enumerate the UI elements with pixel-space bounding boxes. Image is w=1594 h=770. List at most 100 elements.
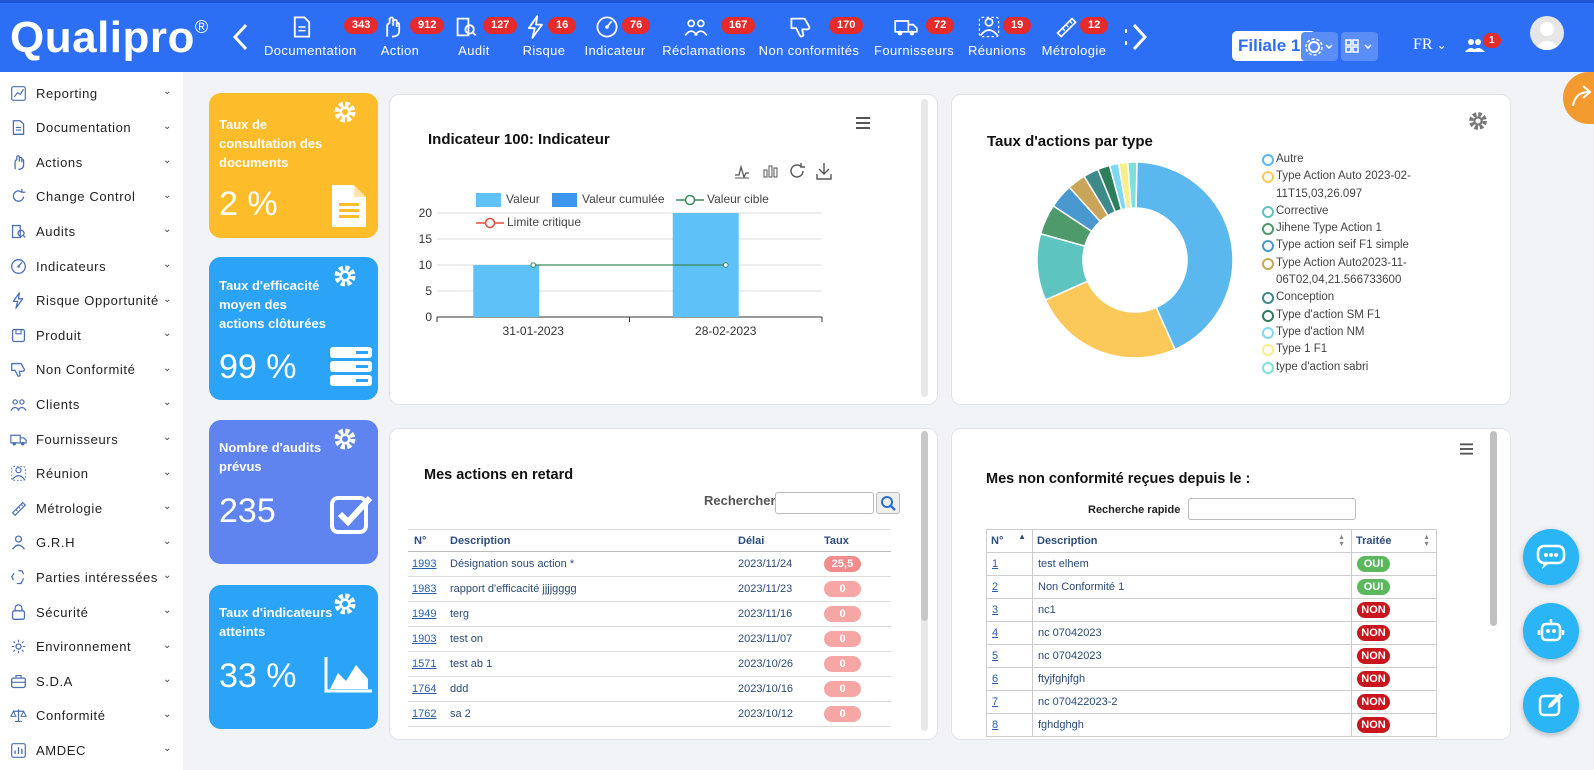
- action-number-link[interactable]: 1571: [408, 651, 450, 677]
- pie-legend-item[interactable]: Jihene Type Action 1: [1262, 220, 1412, 237]
- bot-button[interactable]: [1523, 603, 1579, 659]
- table-row[interactable]: 1949 terg 2023/11/16 0: [408, 601, 891, 627]
- sidebar-item-sécurité[interactable]: Sécurité ⌄: [0, 597, 183, 627]
- col-description[interactable]: Description ▲ ▼: [1032, 529, 1352, 553]
- sidebar-item-documentation[interactable]: Documentation ⌄: [0, 113, 183, 143]
- nc-number-link[interactable]: 2: [986, 575, 1033, 599]
- sidebar-item-change-control[interactable]: Change Control ⌄: [0, 182, 183, 212]
- table-row[interactable]: 1762 sa 2 2023/10/12 0: [408, 701, 891, 727]
- late-actions-scrollbar[interactable]: [921, 431, 928, 621]
- sidebar-item-indicateurs[interactable]: Indicateurs ⌄: [0, 251, 183, 281]
- pie-legend-item[interactable]: Type d'action SM F1: [1262, 307, 1412, 324]
- col-delai[interactable]: Délai: [738, 529, 824, 552]
- table-row[interactable]: 1764 ddd 2023/10/16 0: [408, 676, 891, 702]
- gear-icon[interactable]: [332, 263, 358, 289]
- table-row[interactable]: 1983 rapport d'efficacité jjjjgggg 2023/…: [408, 576, 891, 602]
- action-number-link[interactable]: 1993: [408, 551, 450, 577]
- pie-slice[interactable]: [1126, 161, 1138, 209]
- sidebar-item-s-d-a[interactable]: S.D.A ⌄: [0, 666, 183, 696]
- nav-item-audit[interactable]: Audit 127: [454, 15, 518, 65]
- sidebar-item-métrologie[interactable]: Métrologie ⌄: [0, 493, 183, 523]
- settings-dropdown[interactable]: [1301, 32, 1338, 61]
- nc-number-link[interactable]: 5: [986, 644, 1033, 668]
- col-description[interactable]: Description: [450, 529, 738, 552]
- nav-item-risque[interactable]: Risque 16: [518, 15, 577, 65]
- table-row[interactable]: 7 nc 070422023-2 NON: [986, 690, 1437, 714]
- pie-chart[interactable]: [1030, 160, 1240, 370]
- edit-button[interactable]: [1523, 677, 1579, 733]
- table-row[interactable]: 1 test elhem OUI: [986, 552, 1437, 576]
- kpi-audits[interactable]: Nombre d'audits prévus 235: [209, 420, 378, 564]
- pie-slice[interactable]: [1044, 280, 1176, 359]
- download-icon[interactable]: [816, 162, 832, 180]
- kpi-indicateurs[interactable]: Taux d'indicateurs atteints 33 %: [209, 585, 378, 729]
- action-number-link[interactable]: 1903: [408, 626, 450, 652]
- sidebar-item-environnement[interactable]: Environnement ⌄: [0, 632, 183, 662]
- pie-legend-item[interactable]: Type Action Auto2023-11-06T02,04,21.5667…: [1262, 255, 1412, 290]
- pie-legend-item[interactable]: Autre: [1262, 151, 1412, 168]
- side-tab-button[interactable]: [1563, 72, 1594, 124]
- nav-item-fournisseurs[interactable]: Fournisseurs 72: [874, 15, 955, 65]
- sidebar-item-conformité[interactable]: Conformité ⌄: [0, 701, 183, 731]
- indicator-chart[interactable]: 0 5 10 15 20 31-01-2023 28-02-2023: [390, 95, 939, 406]
- menu-icon[interactable]: [856, 117, 870, 129]
- table-row[interactable]: 8 fghdghgh NON: [986, 713, 1437, 737]
- quick-search-input[interactable]: [1188, 498, 1356, 520]
- bar-chart-icon[interactable]: [762, 163, 778, 179]
- pie-legend-item[interactable]: Corrective: [1262, 203, 1412, 220]
- nc-number-link[interactable]: 8: [986, 713, 1033, 737]
- table-row[interactable]: 5 nc 07042023 NON: [986, 644, 1437, 668]
- action-number-link[interactable]: 1983: [408, 576, 450, 602]
- sidebar-item-g-r-h[interactable]: G.R.H ⌄: [0, 528, 183, 558]
- sidebar-item-clients[interactable]: Clients ⌄: [0, 389, 183, 419]
- table-row[interactable]: 1993 Désignation sous action * 2023/11/2…: [408, 551, 891, 577]
- legend-valeur-cible[interactable]: Valeur cible: [676, 192, 769, 206]
- nc-number-link[interactable]: 4: [986, 621, 1033, 645]
- pie-legend-item[interactable]: type d'action sabri: [1262, 359, 1412, 376]
- gear-icon[interactable]: [332, 99, 358, 125]
- sidebar-item-reporting[interactable]: Reporting ⌄: [0, 78, 183, 108]
- apps-dropdown[interactable]: [1341, 32, 1378, 61]
- table-row[interactable]: 2 Non Conformité 1 OUI: [986, 575, 1437, 599]
- table-row[interactable]: 3 nc1 NON: [986, 598, 1437, 622]
- sidebar-item-actions[interactable]: Actions ⌄: [0, 147, 183, 177]
- gear-icon[interactable]: [1467, 110, 1489, 132]
- nc-number-link[interactable]: 7: [986, 690, 1033, 714]
- pie-legend-item[interactable]: Type d'action NM: [1262, 324, 1412, 341]
- action-number-link[interactable]: 1764: [408, 676, 450, 702]
- kpi-consultation[interactable]: Taux de consultation des documents 2 %: [209, 93, 378, 238]
- sidebar-item-risque-opportunité[interactable]: Risque Opportunité ⌄: [0, 286, 183, 316]
- nc-number-link[interactable]: 3: [986, 598, 1033, 622]
- gear-icon[interactable]: [332, 591, 358, 617]
- nav-item-non-conformités[interactable]: Non conformités 170: [758, 15, 864, 65]
- table-row[interactable]: 6 ftyjfghjfgh NON: [986, 667, 1437, 691]
- sidebar-item-produit[interactable]: Produit ⌄: [0, 320, 183, 350]
- action-number-link[interactable]: 1762: [408, 701, 450, 727]
- legend-limite-critique[interactable]: Limite critique: [476, 215, 581, 229]
- line-chart-icon[interactable]: [734, 163, 750, 179]
- nc-number-link[interactable]: 1: [986, 552, 1033, 576]
- users-button[interactable]: 1: [1465, 33, 1501, 58]
- col-num[interactable]: N°: [408, 529, 450, 552]
- col-num[interactable]: N° ▲: [986, 529, 1033, 553]
- pie-legend-item[interactable]: Type Action Auto 2023-02-11T15,03,26.097: [1262, 168, 1412, 203]
- col-taux[interactable]: Taux: [824, 529, 891, 552]
- nav-item-indicateur[interactable]: Indicateur 76: [584, 15, 651, 65]
- avatar[interactable]: [1530, 16, 1564, 50]
- search-input[interactable]: [775, 492, 874, 514]
- nc-scrollbar[interactable]: [1490, 431, 1497, 626]
- sidebar-item-fournisseurs[interactable]: Fournisseurs ⌄: [0, 424, 183, 454]
- nav-item-documentation[interactable]: Documentation 343: [264, 15, 379, 65]
- pie-legend-item[interactable]: Type action seif F1 simple: [1262, 237, 1412, 254]
- table-row[interactable]: 4 nc 07042023 NON: [986, 621, 1437, 645]
- gear-icon[interactable]: [332, 426, 358, 452]
- pie-slice[interactable]: [1135, 161, 1234, 351]
- nav-item-réunions[interactable]: Réunions 19: [968, 15, 1032, 65]
- pie-legend-item[interactable]: Type 1 F1: [1262, 341, 1412, 358]
- nav-item-action[interactable]: Action 912: [378, 15, 445, 65]
- sidebar-item-parties-intéressées[interactable]: Parties intéressées ⌄: [0, 562, 183, 592]
- sidebar-item-amdec[interactable]: AMDEC ⌄: [0, 735, 183, 765]
- kpi-efficacite[interactable]: Taux d'efficacité moyen des actions clôt…: [209, 257, 378, 400]
- table-row[interactable]: 1903 test on 2023/11/07 0: [408, 626, 891, 652]
- nav-next-icon[interactable]: [1122, 19, 1152, 55]
